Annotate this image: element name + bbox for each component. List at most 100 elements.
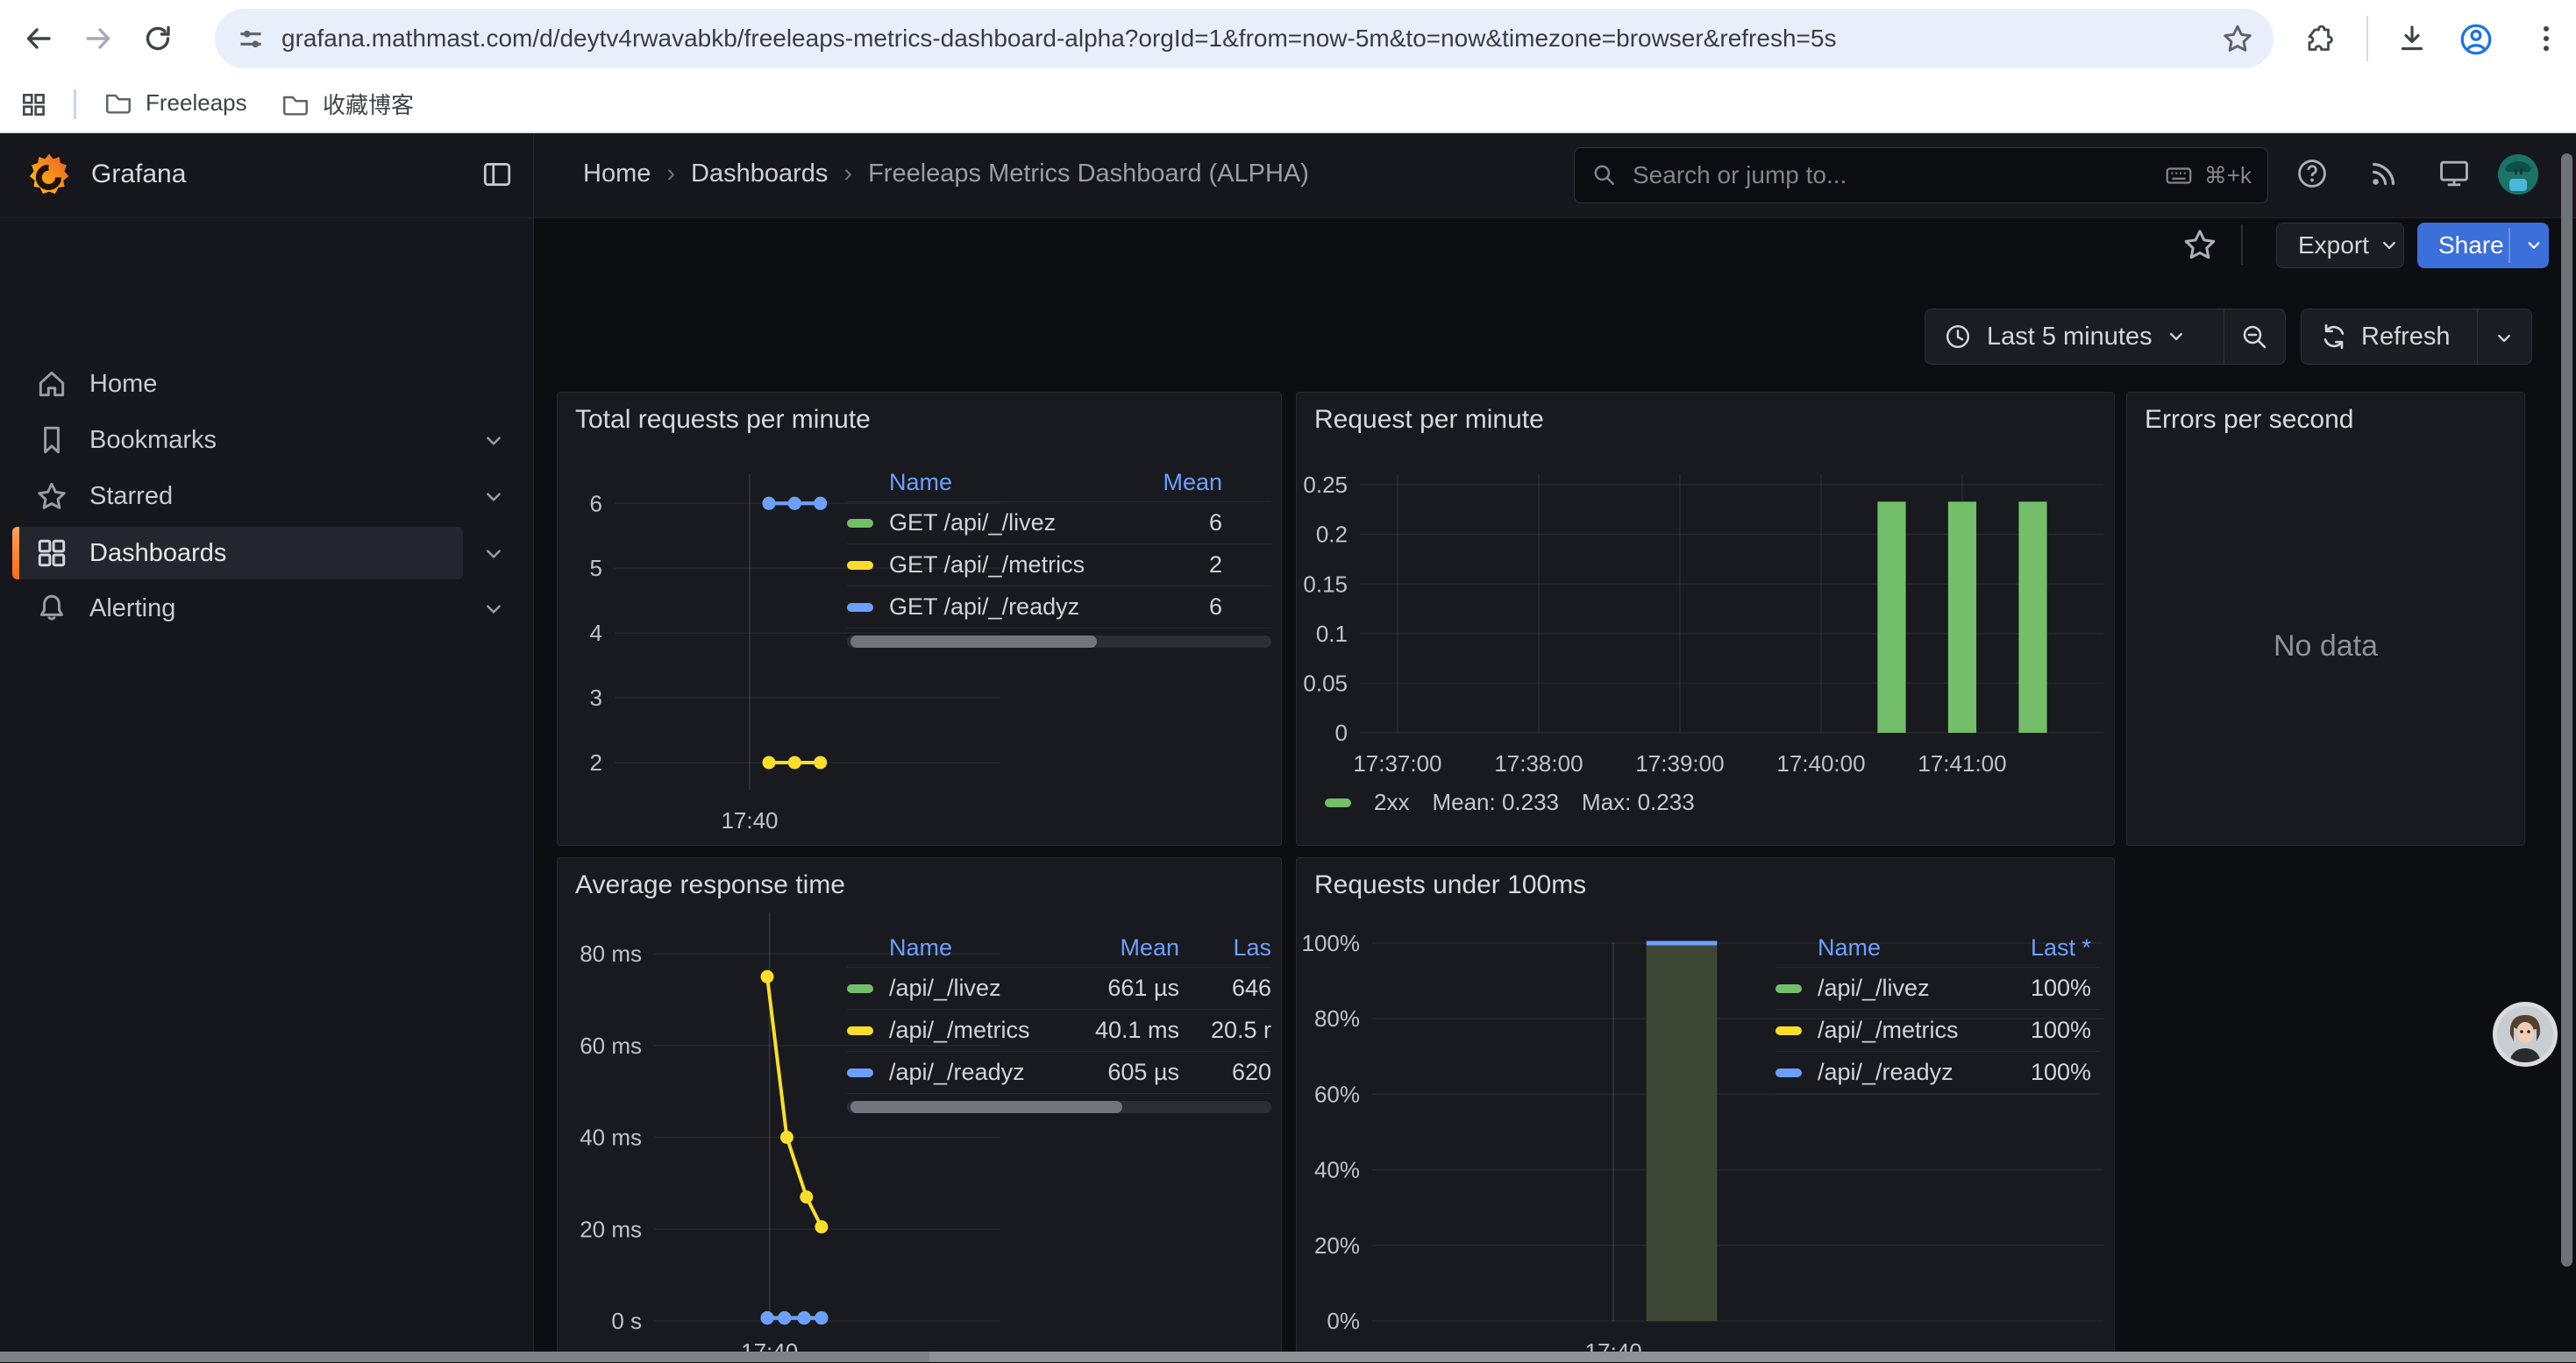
request-per-minute-chart[interactable]: 0.25 0.2 0.15 0.1 0.05 017:37:00 17:38:00 17:39…	[1297, 393, 2116, 847]
legend-row[interactable]: /api/_/readyz 100%	[1775, 1051, 2100, 1093]
bookmark-folder-freeleaps[interactable]: Freeleaps	[103, 88, 247, 117]
sidebar-item-dashboards[interactable]: Dashboards	[0, 529, 533, 578]
column-header[interactable]: Mean	[1163, 468, 1222, 495]
chevron-down-icon[interactable]	[480, 428, 507, 454]
panel-title[interactable]: Total requests per minute	[575, 405, 871, 434]
forward-icon[interactable]	[82, 23, 114, 54]
folder-icon	[283, 96, 308, 116]
svg-text:17:39:00: 17:39:00	[1635, 750, 1724, 777]
browser-menu-icon[interactable]	[2529, 21, 2564, 56]
kiosk-monitor-icon[interactable]	[2437, 156, 2472, 191]
legend-row[interactable]: GET /api/_/metrics 2	[847, 543, 1271, 586]
column-header[interactable]: Last *	[2030, 934, 2091, 961]
vertical-scrollbar[interactable]	[2561, 153, 2572, 1267]
series-color-pill	[847, 1026, 873, 1035]
back-icon[interactable]	[23, 23, 54, 54]
legend-row[interactable]: GET /api/_/readyz 6	[847, 586, 1271, 628]
legend-mean: Mean: 0.233	[1432, 789, 1560, 815]
refresh-button[interactable]: Refresh	[2301, 309, 2532, 365]
zoom-out-icon[interactable]	[2239, 322, 2271, 353]
url-bar[interactable]: grafana.mathmast.com/d/deytv4rwavabkb/fr…	[215, 9, 2274, 68]
reload-icon[interactable]	[142, 23, 174, 54]
svg-text:0%: 0%	[1327, 1308, 1360, 1334]
svg-text:17:38:00: 17:38:00	[1494, 750, 1583, 777]
column-header[interactable]: Las	[1233, 934, 1271, 961]
svg-text:4: 4	[590, 620, 602, 646]
panel-requests-under-100ms: Requests under 100ms 100% 80% 60% 40% 20% 0% 1…	[1296, 857, 2116, 1363]
chevron-down-icon	[2378, 234, 2401, 257]
sidebar-item-starred[interactable]: Starred	[0, 472, 533, 521]
series-name-cell: /api/_/livez	[1775, 975, 1977, 1002]
total-requests-chart[interactable]: 6 5 4 3 2 17:40	[558, 393, 1283, 847]
chevron-down-icon[interactable]	[480, 596, 507, 622]
sidebar-item-bookmarks[interactable]: Bookmarks	[0, 415, 533, 465]
panel-title[interactable]: Errors per second	[2145, 405, 2354, 434]
bookmarks-divider	[74, 89, 76, 119]
profile-icon[interactable]	[2458, 21, 2494, 58]
chevron-down-icon[interactable]	[480, 541, 507, 567]
refresh-label: Refresh	[2361, 322, 2451, 351]
legend-row[interactable]: /api/_/metrics 40.1 ms 20.5 r	[847, 1009, 1271, 1051]
horizontal-scrollbar[interactable]	[0, 1352, 2576, 1362]
assistant-avatar[interactable]	[2493, 1002, 2558, 1067]
svg-text:0: 0	[1335, 720, 1348, 746]
user-avatar[interactable]	[2498, 154, 2538, 195]
breadcrumb-dashboards[interactable]: Dashboards	[691, 160, 829, 188]
sidebar-item-dashboards-highlight	[12, 527, 463, 579]
extensions-icon[interactable]	[2303, 23, 2335, 54]
favorite-star-icon[interactable]	[2181, 226, 2218, 263]
sidebar-item-home[interactable]: Home	[0, 359, 533, 408]
grafana-logo[interactable]	[25, 151, 74, 200]
help-icon[interactable]	[2295, 156, 2330, 191]
legend-row[interactable]: GET /api/_/livez 6	[847, 501, 1271, 543]
legend-row[interactable]: /api/_/livez 661 µs 646	[847, 967, 1271, 1009]
breadcrumb-home[interactable]: Home	[583, 160, 651, 188]
svg-text:3: 3	[590, 685, 602, 711]
requests-under-100ms-chart[interactable]: 100%80%60%40%20%0%17:40	[1297, 858, 2116, 1363]
legend-2xx[interactable]: 2xx Mean: 0.233 Max: 0.233	[1325, 789, 1695, 816]
time-range-label: Last 5 minutes	[1987, 322, 2153, 351]
search-placeholder: Search or jump to...	[1633, 161, 1847, 188]
sidebar-item-label: Alerting	[89, 593, 176, 622]
search-input[interactable]: Search or jump to... ⌘+k	[1574, 147, 2268, 203]
news-rss-icon[interactable]	[2366, 156, 2402, 191]
series-value-cell: 40.1 ms	[1094, 1017, 1179, 1043]
legend-table-scrollbar[interactable]	[847, 635, 1271, 648]
chevron-down-icon[interactable]	[2523, 235, 2544, 256]
legend-row[interactable]: /api/_/livez 100%	[1775, 967, 2100, 1009]
legend-row[interactable]: /api/_/readyz 605 µs 620	[847, 1051, 1271, 1093]
panel-title[interactable]: Request per minute	[1314, 405, 1544, 434]
sidebar-item-label: Dashboards	[89, 538, 227, 567]
column-header[interactable]: Mean	[1120, 934, 1179, 961]
bookmark-star-icon[interactable]	[2221, 22, 2254, 55]
legend-row[interactable]: /api/_/metrics 100%	[1775, 1009, 2100, 1051]
column-header[interactable]: Name	[889, 934, 953, 961]
legend-table: Name Mean Las/api/_/livez 661 µs 646/api/_/m…	[847, 928, 1271, 1113]
share-button[interactable]: Share	[2417, 223, 2549, 268]
breadcrumb-current: Freeleaps Metrics Dashboard (ALPHA)	[868, 160, 1309, 188]
export-button[interactable]: Export	[2276, 223, 2404, 268]
chevron-down-icon[interactable]	[2493, 327, 2516, 350]
series-color-pill	[847, 1068, 873, 1077]
clock-icon	[1943, 322, 1973, 351]
panel-title[interactable]: Average response time	[575, 870, 845, 899]
panel-title[interactable]: Requests under 100ms	[1314, 870, 1587, 899]
chevron-down-icon	[2165, 325, 2188, 348]
series-color-pill	[1775, 1026, 1802, 1035]
chevron-down-icon[interactable]	[480, 484, 507, 510]
column-header[interactable]: Name	[889, 468, 953, 495]
dock-menu-icon[interactable]	[480, 158, 514, 191]
brand-title: Grafana	[91, 160, 187, 188]
legend-table-scrollbar[interactable]	[847, 1101, 1271, 1113]
bookmark-folder-blogs[interactable]: 收藏博客	[281, 88, 414, 120]
downloads-icon[interactable]	[2396, 23, 2428, 54]
svg-text:5: 5	[590, 555, 602, 581]
sidebar-item-alerting[interactable]: Alerting	[0, 584, 533, 633]
time-range-picker[interactable]: Last 5 minutes	[1925, 309, 2286, 365]
site-settings-icon[interactable]	[234, 22, 267, 55]
export-label: Export	[2298, 231, 2369, 259]
apps-grid-icon[interactable]	[19, 90, 47, 118]
column-header[interactable]: Name	[1818, 934, 1882, 961]
series-name-cell: /api/_/readyz	[847, 1059, 1048, 1086]
